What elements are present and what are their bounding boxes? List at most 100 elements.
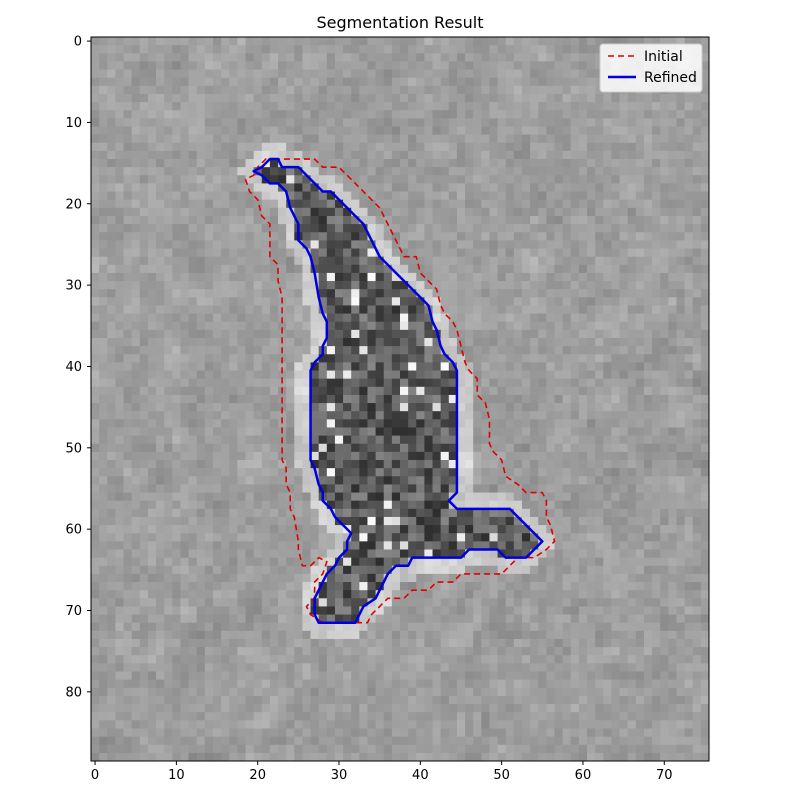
image-pixel [635,460,645,469]
image-pixel [115,305,125,315]
image-pixel [489,297,499,307]
image-pixel [310,435,320,445]
image-pixel [253,378,263,388]
image-pixel [481,435,491,445]
image-pixel [334,53,344,62]
image-pixel [440,329,450,339]
image-pixel [147,508,157,518]
image-pixel [408,313,417,323]
image-pixel [172,69,182,79]
image-pixel [139,476,149,486]
image-pixel [212,378,222,388]
image-pixel [465,370,474,380]
image-pixel [180,394,190,404]
image-pixel [587,53,596,62]
image-pixel [196,313,206,323]
image-pixel [147,346,157,355]
image-pixel [196,386,206,396]
image-pixel [375,403,385,412]
image-pixel [546,403,556,412]
image-pixel [554,102,564,111]
image-pixel [99,443,108,453]
image-pixel [318,533,328,542]
image-pixel [334,525,344,534]
image-pixel [448,403,458,412]
image-pixel [253,354,263,363]
image-pixel [367,93,377,103]
image-pixel [302,525,312,534]
image-pixel [310,476,320,486]
image-pixel [570,378,580,388]
image-pixel [408,305,417,315]
image-pixel [643,492,653,502]
image-pixel [530,240,539,250]
image-pixel [627,411,637,420]
image-pixel [286,175,295,185]
image-pixel [400,435,409,445]
image-pixel [627,215,637,225]
image-pixel [367,305,377,315]
image-pixel [424,492,434,502]
image-pixel [147,45,157,54]
image-pixel [245,215,255,225]
image-pixel [156,256,165,266]
image-pixel [408,451,417,461]
image-pixel [302,240,312,250]
image-pixel [351,549,360,559]
image-pixel [530,362,539,372]
image-pixel [367,321,377,331]
image-pixel [513,102,523,111]
image-pixel [261,508,271,518]
image-pixel [367,508,377,518]
image-pixel [286,102,295,111]
image-pixel [578,500,588,510]
image-pixel [359,142,369,152]
image-pixel [497,411,507,420]
image-pixel [391,110,401,119]
image-pixel [619,411,629,420]
image-pixel [570,386,580,396]
image-pixel [269,329,279,339]
image-pixel [562,183,572,193]
image-pixel [473,541,482,551]
image-pixel [147,533,157,542]
image-pixel [237,492,247,502]
image-pixel [611,435,621,445]
image-pixel [570,403,580,412]
image-pixel [562,492,572,502]
image-pixel [684,492,694,502]
image-pixel [269,126,279,136]
image-pixel [294,134,304,144]
image-pixel [448,305,458,315]
image-pixel [367,362,377,372]
image-pixel [180,85,190,95]
image-pixel [456,272,466,282]
image-pixel [245,500,255,510]
image-pixel [261,305,271,315]
image-pixel [432,337,442,347]
image-pixel [164,362,173,372]
image-pixel [196,500,206,510]
image-pixel [595,403,604,412]
image-pixel [172,460,182,469]
image-pixel [91,329,100,339]
image-pixel [530,232,539,241]
image-pixel [99,199,108,209]
image-pixel [278,484,287,494]
image-pixel [424,354,434,363]
image-pixel [229,77,238,87]
image-pixel [302,53,312,62]
image-pixel [99,386,108,396]
image-pixel [269,289,279,298]
image-pixel [538,272,547,282]
image-pixel [351,264,360,274]
image-pixel [481,419,491,429]
image-pixel [261,45,271,54]
image-pixel [481,443,491,453]
image-pixel [359,215,369,225]
image-pixel [91,240,100,250]
image-pixel [643,134,653,144]
image-pixel [269,468,279,477]
image-pixel [546,85,556,95]
image-pixel [562,207,572,217]
